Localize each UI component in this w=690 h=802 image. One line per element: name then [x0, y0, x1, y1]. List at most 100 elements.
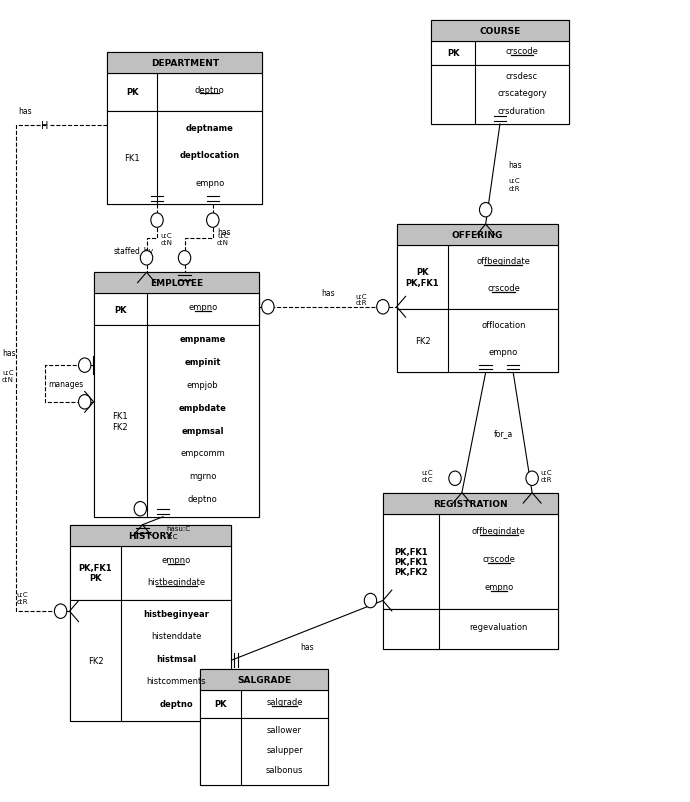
Text: has: has: [217, 228, 230, 237]
Bar: [383, 610, 558, 649]
Circle shape: [448, 472, 461, 486]
Bar: [94, 273, 259, 517]
Text: deptno: deptno: [195, 86, 224, 95]
Text: salbonus: salbonus: [266, 765, 303, 774]
Bar: [94, 326, 259, 517]
Bar: [70, 525, 231, 721]
Text: d:C: d:C: [422, 476, 433, 483]
Text: u:C: u:C: [2, 370, 14, 375]
Text: d:R: d:R: [540, 476, 552, 483]
Text: COURSE: COURSE: [480, 26, 520, 35]
Text: empmsal: empmsal: [181, 426, 224, 435]
Bar: [397, 225, 558, 245]
Text: deptlocation: deptlocation: [179, 151, 239, 160]
Circle shape: [55, 604, 67, 618]
Text: histcomments: histcomments: [146, 676, 206, 685]
Text: u:C: u:C: [17, 591, 28, 597]
Circle shape: [364, 593, 377, 608]
Text: d:N: d:N: [2, 376, 14, 382]
Text: u:C
d:N: u:C d:N: [161, 233, 172, 246]
Bar: [94, 294, 259, 326]
Text: for_a: for_a: [494, 428, 513, 438]
Bar: [70, 525, 231, 546]
Text: has: has: [18, 107, 32, 116]
Text: FK2: FK2: [415, 337, 431, 346]
Text: FK1: FK1: [124, 154, 140, 163]
Text: crscode: crscode: [506, 47, 538, 56]
Text: empno: empno: [484, 583, 513, 592]
Bar: [397, 225, 558, 373]
Text: salupper: salupper: [266, 745, 303, 754]
Text: u:C: u:C: [355, 294, 367, 299]
Text: empno: empno: [188, 303, 217, 312]
Bar: [200, 669, 328, 690]
Text: PK: PK: [126, 88, 139, 97]
Text: empinit: empinit: [184, 358, 221, 367]
Bar: [383, 493, 558, 649]
Text: d:C: d:C: [166, 533, 178, 539]
Text: u:C: u:C: [540, 469, 552, 476]
Text: OFFERING: OFFERING: [452, 231, 503, 240]
Text: histbeginyear: histbeginyear: [144, 609, 209, 618]
Text: u:C: u:C: [422, 469, 433, 476]
Text: deptname: deptname: [186, 124, 234, 133]
Text: has: has: [321, 289, 335, 298]
Text: sallower: sallower: [267, 725, 302, 734]
Text: d:R: d:R: [355, 300, 367, 306]
Text: deptno: deptno: [188, 494, 217, 504]
Text: FK2: FK2: [88, 656, 103, 665]
Text: offlocation: offlocation: [481, 321, 526, 330]
Text: d:R: d:R: [509, 186, 520, 192]
Text: histenddate: histenddate: [151, 631, 201, 640]
Bar: [200, 690, 328, 718]
Text: empname: empname: [179, 334, 226, 344]
Circle shape: [480, 203, 492, 217]
Circle shape: [178, 251, 190, 265]
Bar: [70, 546, 231, 600]
Text: offbegindate: offbegindate: [477, 257, 531, 266]
Text: empbdate: empbdate: [179, 403, 227, 412]
Bar: [200, 718, 328, 785]
Text: crsdesc: crsdesc: [506, 71, 538, 81]
Text: empno: empno: [161, 555, 191, 564]
Text: hasu:C: hasu:C: [166, 525, 190, 531]
Circle shape: [526, 472, 538, 486]
Text: HISTORY: HISTORY: [128, 531, 172, 540]
Text: crscategory: crscategory: [497, 89, 547, 98]
Circle shape: [151, 213, 164, 228]
Text: histmsal: histmsal: [157, 654, 197, 662]
Text: empjob: empjob: [187, 380, 219, 390]
Bar: [70, 600, 231, 721]
Circle shape: [206, 213, 219, 228]
Bar: [431, 21, 569, 125]
Text: REGISTRATION: REGISTRATION: [433, 499, 508, 508]
Circle shape: [79, 395, 91, 410]
Text: crsduration: crsduration: [498, 107, 546, 115]
Text: offbegindate: offbegindate: [472, 526, 526, 535]
Text: empno: empno: [489, 347, 518, 356]
Text: histbegindate: histbegindate: [147, 577, 206, 586]
Circle shape: [262, 300, 274, 314]
Bar: [108, 53, 262, 74]
Text: has: has: [300, 642, 314, 651]
Circle shape: [377, 300, 389, 314]
Text: has: has: [509, 160, 522, 170]
Text: staffed_by: staffed_by: [113, 247, 154, 256]
Text: PK: PK: [114, 306, 126, 314]
Text: H: H: [41, 121, 48, 131]
Text: salgrade: salgrade: [266, 698, 303, 707]
Text: u:C: u:C: [509, 178, 520, 184]
Circle shape: [140, 251, 152, 265]
Text: regevaluation: regevaluation: [470, 622, 528, 631]
Text: crscode: crscode: [482, 554, 515, 564]
Bar: [383, 514, 558, 610]
Text: mgrno: mgrno: [189, 472, 217, 480]
Text: d:R: d:R: [17, 598, 28, 604]
Bar: [397, 310, 558, 373]
Bar: [431, 66, 569, 125]
Bar: [108, 53, 262, 205]
Text: PK: PK: [447, 49, 460, 59]
Text: manages: manages: [48, 379, 83, 388]
Bar: [431, 42, 569, 66]
Text: DEPARTMENT: DEPARTMENT: [151, 59, 219, 67]
